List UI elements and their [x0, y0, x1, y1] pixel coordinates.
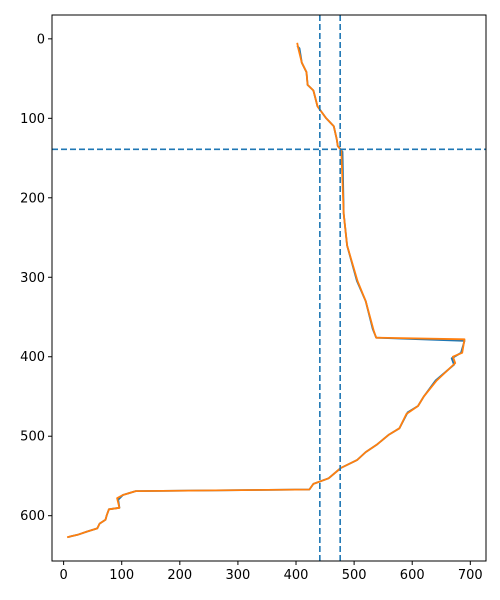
reference-lines: [52, 15, 486, 561]
x-tick-label: 600: [400, 568, 425, 583]
y-tick-label: 500: [20, 430, 45, 445]
x-axis: 0 100 200 300 400 500 600 700: [59, 561, 483, 583]
plot-frame: [51, 14, 487, 562]
y-tick-label: 0: [37, 32, 45, 47]
x-tick-label: 500: [342, 568, 367, 583]
y-tick-label: 300: [20, 271, 45, 286]
y-axis: 0 100 200 300 400 500 600: [20, 32, 52, 524]
y-tick-label: 600: [20, 509, 45, 524]
series-line-2: [66, 42, 466, 539]
x-tick-label: 100: [109, 568, 134, 583]
series-line-1: [68, 45, 466, 539]
y-tick-label: 200: [20, 191, 45, 206]
x-tick-label: 0: [59, 568, 67, 583]
x-tick-label: 200: [167, 568, 192, 583]
x-tick-label: 400: [284, 568, 309, 583]
y-tick-label: 400: [20, 350, 45, 365]
data-lines: [66, 42, 466, 539]
y-tick-label: 100: [20, 112, 45, 127]
x-tick-label: 300: [226, 568, 251, 583]
x-tick-label: 700: [458, 568, 483, 583]
plot-area: 0 100 200 300 400 500 600 700 0 100 200 300 400 500 6…: [20, 14, 487, 583]
